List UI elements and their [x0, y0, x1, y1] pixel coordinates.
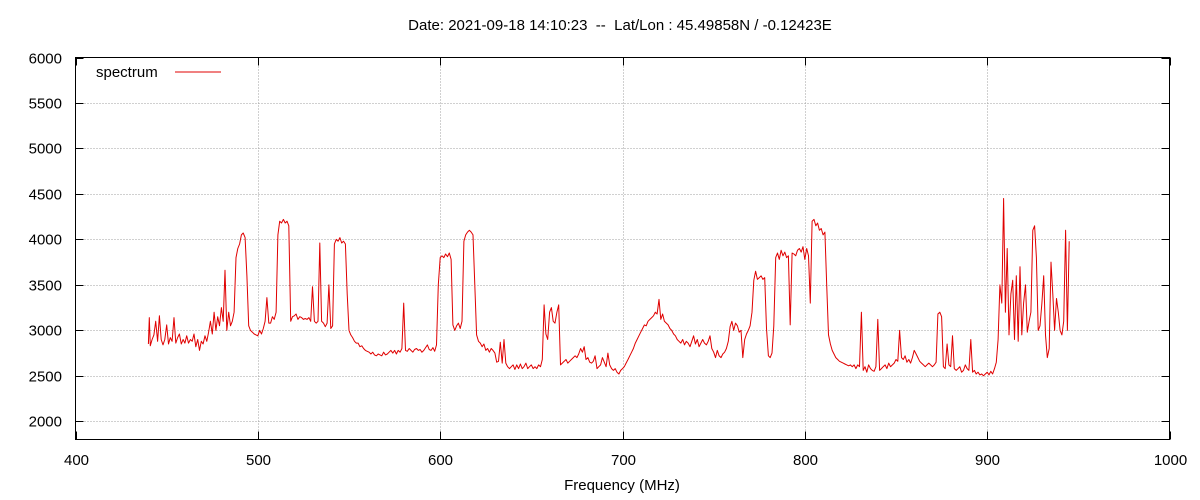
x-tick-label: 500 [246, 452, 271, 469]
y-tick-label: 3500 [29, 278, 62, 295]
y-tick-label: 5000 [29, 141, 62, 158]
y-tick-label: 4000 [29, 232, 62, 249]
y-tick-label: 2000 [29, 414, 62, 431]
x-tick-label: 900 [975, 452, 1000, 469]
y-tick-label: 3000 [29, 323, 62, 340]
x-tick-label: 400 [64, 452, 89, 469]
y-tick-label: 2500 [29, 369, 62, 386]
x-tick-label: 1000 [1154, 452, 1187, 469]
x-tick-label: 800 [793, 452, 818, 469]
x-axis-label: Frequency (MHz) [564, 477, 680, 494]
axis-ticks: 400 500 600 700 800 900 1000 2000 2500 3000 3500 40… [29, 51, 1188, 470]
y-tick-label: 6000 [29, 51, 62, 68]
y-tick-label: 5500 [29, 96, 62, 113]
legend-label-spectrum: spectrum [96, 64, 158, 81]
series-layer [147, 198, 1070, 377]
series-line-spectrum [147, 198, 1070, 377]
x-tick-label: 600 [428, 452, 453, 469]
legend: spectrum [96, 64, 221, 81]
grid-lines [75, 57, 1170, 440]
y-tick-label: 4500 [29, 187, 62, 204]
plot-frame [75, 57, 1170, 440]
chart-title: Date: 2021-09-18 14:10:23 -- Lat/Lon : 4… [408, 17, 832, 34]
x-tick-label: 700 [611, 452, 636, 469]
